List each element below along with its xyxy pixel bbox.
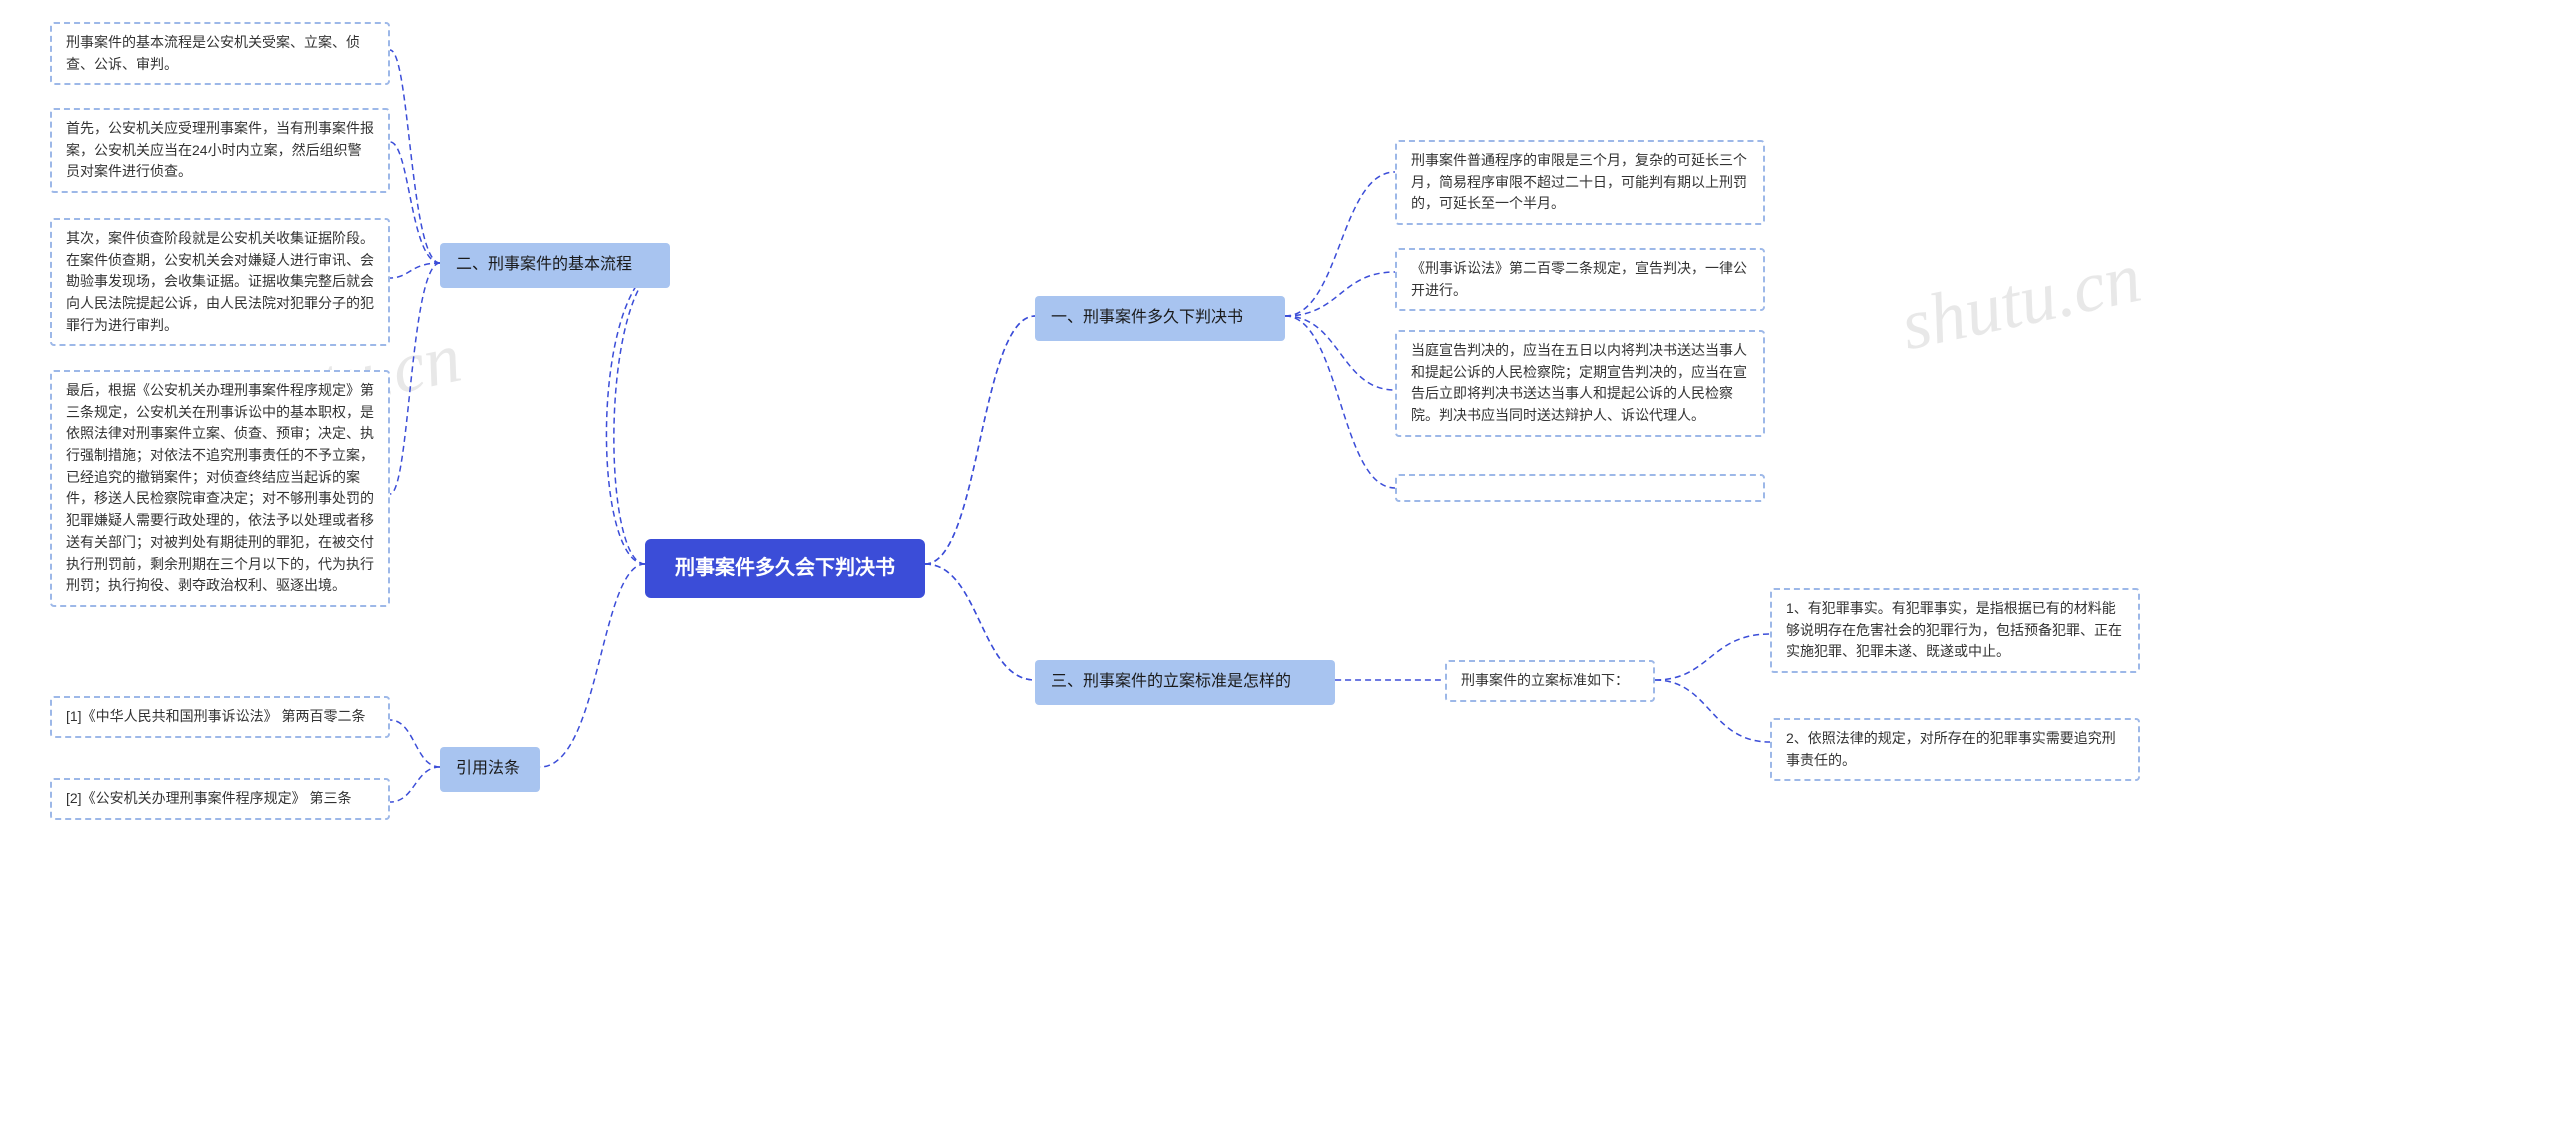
leaf-node: 刑事案件的基本流程是公安机关受案、立案、侦查、公诉、审判。 bbox=[50, 22, 390, 85]
leaf-node: 《刑事诉讼法》第二百零二条规定，宣告判决，一律公开进行。 bbox=[1395, 248, 1765, 311]
leaf-node: 最后，根据《公安机关办理刑事案件程序规定》第三条规定，公安机关在刑事诉讼中的基本… bbox=[50, 370, 390, 607]
branch-section-1: 一、刑事案件多久下判决书 bbox=[1035, 296, 1285, 341]
leaf-node: 1、有犯罪事实。有犯罪事实，是指根据已有的材料能够说明存在危害社会的犯罪行为，包… bbox=[1770, 588, 2140, 673]
leaf-node: 刑事案件普通程序的审限是三个月，复杂的可延长三个月，简易程序审限不超过二十日，可… bbox=[1395, 140, 1765, 225]
leaf-node: 刑事案件的立案标准如下： bbox=[1445, 660, 1655, 702]
leaf-node: 首先，公安机关应受理刑事案件，当有刑事案件报案，公安机关应当在24小时内立案，然… bbox=[50, 108, 390, 193]
leaf-node-empty bbox=[1395, 474, 1765, 502]
watermark: shutu.cn bbox=[1894, 236, 2148, 367]
leaf-node: [1]《中华人民共和国刑事诉讼法》 第两百零二条 bbox=[50, 696, 390, 738]
leaf-node: 其次，案件侦查阶段就是公安机关收集证据阶段。在案件侦查期，公安机关会对嫌疑人进行… bbox=[50, 218, 390, 346]
leaf-node: 2、依照法律的规定，对所存在的犯罪事实需要追究刑事责任的。 bbox=[1770, 718, 2140, 781]
branch-section-2: 二、刑事案件的基本流程 bbox=[440, 243, 670, 288]
branch-references: 引用法条 bbox=[440, 747, 540, 792]
root-node: 刑事案件多久会下判决书 bbox=[645, 539, 925, 598]
leaf-node: 当庭宣告判决的，应当在五日以内将判决书送达当事人和提起公诉的人民检察院；定期宣告… bbox=[1395, 330, 1765, 437]
branch-section-3: 三、刑事案件的立案标准是怎样的 bbox=[1035, 660, 1335, 705]
leaf-node: [2]《公安机关办理刑事案件程序规定》 第三条 bbox=[50, 778, 390, 820]
